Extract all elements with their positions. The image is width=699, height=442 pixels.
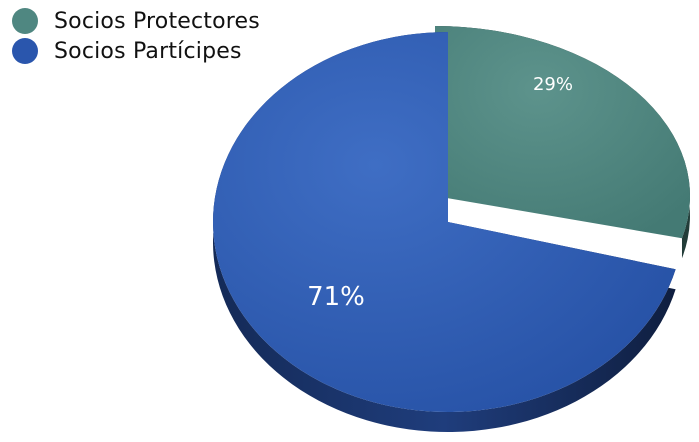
- pie-slice-1: [213, 32, 676, 412]
- data-label-0: 29%: [533, 74, 573, 95]
- legend-label-protectores: Socios Protectores: [54, 8, 260, 34]
- legend-swatch-participes: [12, 38, 38, 64]
- chart-legend: Socios Protectores Socios Partícipes: [12, 6, 260, 66]
- legend-label-participes: Socios Partícipes: [54, 38, 242, 64]
- pie-slices: [213, 26, 690, 432]
- pie-slice-0: [435, 26, 690, 239]
- legend-item-participes: Socios Partícipes: [12, 36, 260, 66]
- legend-item-protectores: Socios Protectores: [12, 6, 260, 36]
- legend-swatch-protectores: [12, 8, 38, 34]
- data-label-1: 71%: [307, 282, 365, 312]
- pie-data-labels: 29% 71%: [307, 74, 573, 312]
